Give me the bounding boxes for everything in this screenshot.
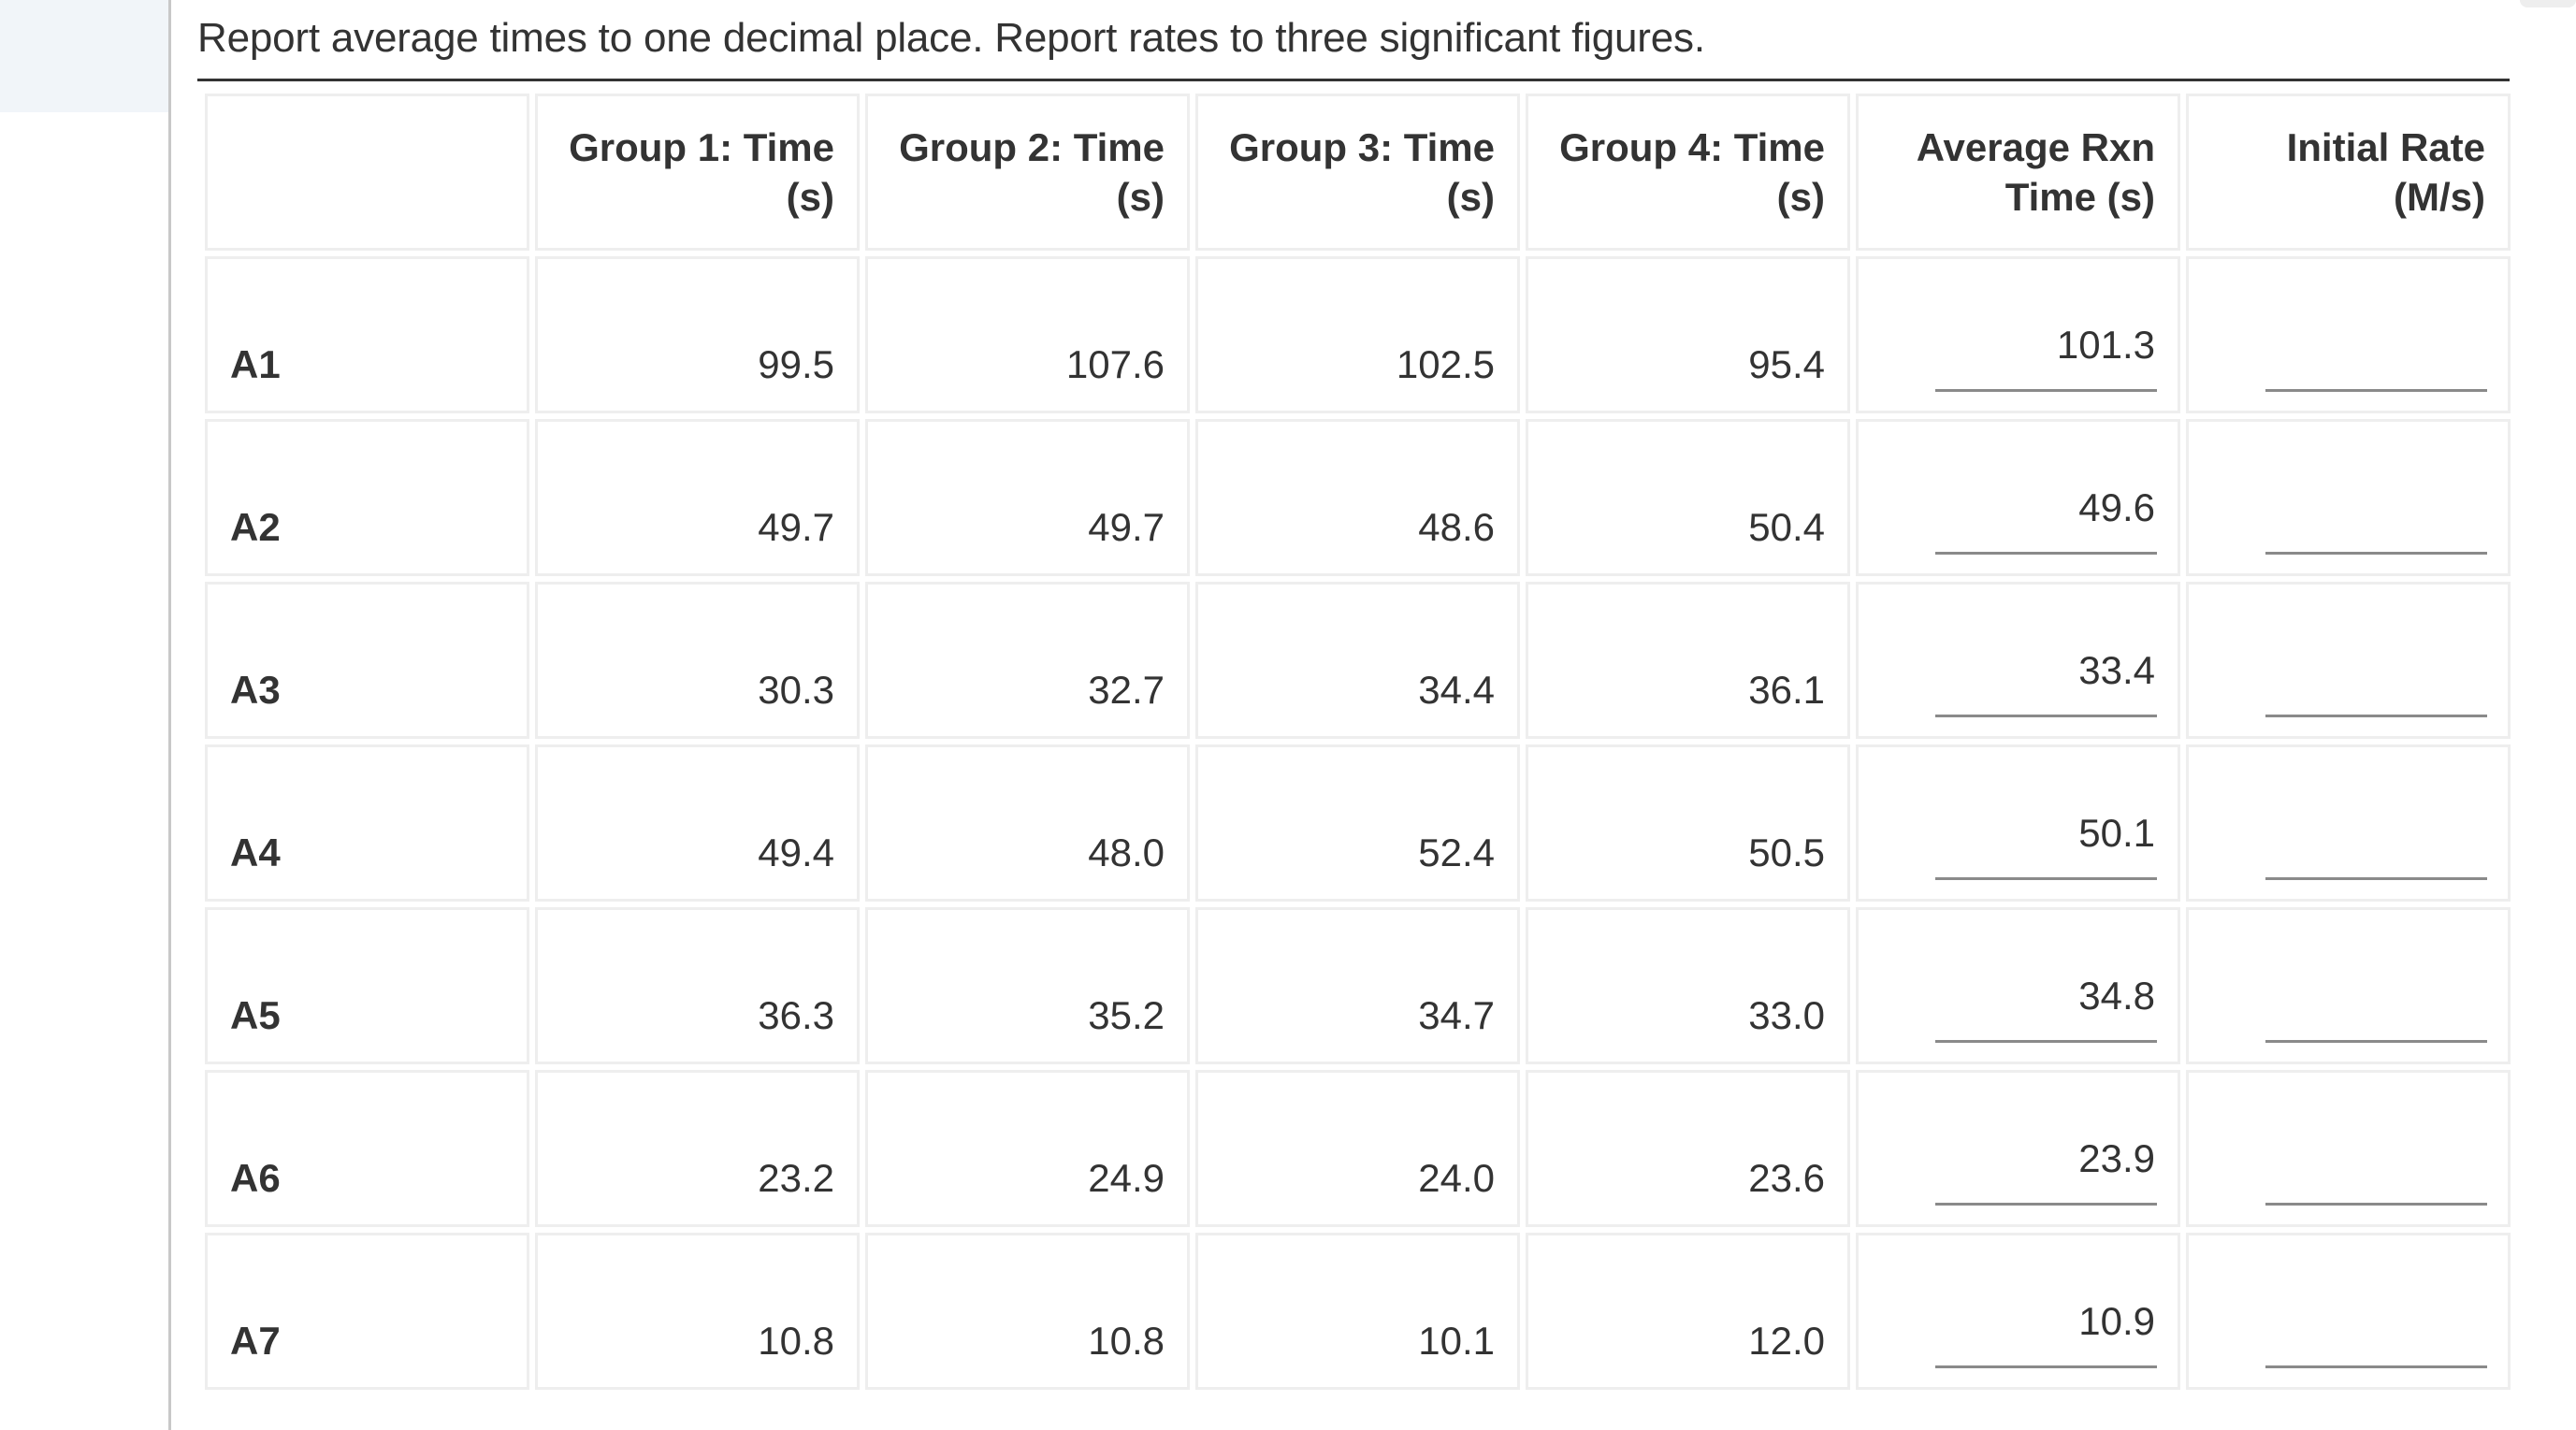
row-label: A6 (205, 1070, 529, 1227)
average-time-answer[interactable]: 50.1 (2078, 811, 2155, 855)
group-3-time-cell: 52.4 (1195, 744, 1520, 902)
group-2-time-cell: 10.8 (865, 1233, 1190, 1390)
average-time-cell: 101.3 (1856, 256, 2180, 413)
answer-underline (1935, 552, 2157, 555)
average-time-cell: 23.9 (1856, 1070, 2180, 1227)
table-row: A2 49.7 49.7 48.6 50.4 49.6 (205, 419, 2511, 576)
answer-underline (2265, 552, 2487, 555)
average-time-answer[interactable]: 23.9 (2078, 1136, 2155, 1180)
group-3-time-cell: 102.5 (1195, 256, 1520, 413)
header-group-4: Group 4: Time (s) (1526, 94, 1850, 251)
header-group-1: Group 1: Time (s) (535, 94, 860, 251)
initial-rate-cell (2186, 419, 2511, 576)
group-2-time-cell: 32.7 (865, 582, 1190, 739)
group-2-time-cell: 35.2 (865, 907, 1190, 1064)
group-4-time-cell: 50.5 (1526, 744, 1850, 902)
group-1-time-cell: 10.8 (535, 1233, 860, 1390)
row-label: A4 (205, 744, 529, 902)
average-time-cell: 49.6 (1856, 419, 2180, 576)
row-label: A3 (205, 582, 529, 739)
answer-underline (2265, 1365, 2487, 1368)
table-row: A1 99.5 107.6 102.5 95.4 101.3 (205, 256, 2511, 413)
answer-underline (1935, 1040, 2157, 1043)
group-4-time-cell: 23.6 (1526, 1070, 1850, 1227)
table-row: A4 49.4 48.0 52.4 50.5 50.1 (205, 744, 2511, 902)
answer-underline (1935, 715, 2157, 717)
answer-underline (2265, 1203, 2487, 1206)
group-4-time-cell: 95.4 (1526, 256, 1850, 413)
sidebar-panel (0, 0, 170, 112)
group-3-time-cell: 34.4 (1195, 582, 1520, 739)
answer-underline (1935, 877, 2157, 880)
group-1-time-cell: 49.4 (535, 744, 860, 902)
group-4-time-cell: 12.0 (1526, 1233, 1850, 1390)
header-blank (205, 94, 529, 251)
instructions-text: Report average times to one decimal plac… (197, 15, 1705, 61)
sidebar-divider (168, 0, 171, 1430)
answer-underline (2265, 389, 2487, 392)
group-1-time-cell: 99.5 (535, 256, 860, 413)
initial-rate-cell (2186, 744, 2511, 902)
group-1-time-cell: 49.7 (535, 419, 860, 576)
average-time-answer[interactable]: 10.9 (2078, 1299, 2155, 1343)
group-3-time-cell: 24.0 (1195, 1070, 1520, 1227)
answer-underline (2265, 877, 2487, 880)
group-3-time-cell: 34.7 (1195, 907, 1520, 1064)
group-2-time-cell: 48.0 (865, 744, 1190, 902)
table-row: A7 10.8 10.8 10.1 12.0 10.9 (205, 1233, 2511, 1390)
group-4-time-cell: 50.4 (1526, 419, 1850, 576)
group-1-time-cell: 36.3 (535, 907, 860, 1064)
initial-rate-cell (2186, 582, 2511, 739)
initial-rate-cell (2186, 907, 2511, 1064)
answer-underline (2265, 715, 2487, 717)
answer-underline (1935, 1365, 2157, 1368)
group-4-time-cell: 36.1 (1526, 582, 1850, 739)
average-time-answer[interactable]: 34.8 (2078, 974, 2155, 1018)
group-2-time-cell: 24.9 (865, 1070, 1190, 1227)
average-time-cell: 10.9 (1856, 1233, 2180, 1390)
header-average-time: Average Rxn Time (s) (1856, 94, 2180, 251)
group-1-time-cell: 30.3 (535, 582, 860, 739)
answer-underline (2265, 1040, 2487, 1043)
table-row: A5 36.3 35.2 34.7 33.0 34.8 (205, 907, 2511, 1064)
group-2-time-cell: 107.6 (865, 256, 1190, 413)
average-time-answer[interactable]: 101.3 (2056, 323, 2155, 367)
average-time-cell: 34.8 (1856, 907, 2180, 1064)
table-body: A1 99.5 107.6 102.5 95.4 101.3 A2 49.7 49.7 48.6 5… (205, 256, 2511, 1390)
average-time-cell: 50.1 (1856, 744, 2180, 902)
group-2-time-cell: 49.7 (865, 419, 1190, 576)
row-label: A1 (205, 256, 529, 413)
group-3-time-cell: 10.1 (1195, 1233, 1520, 1390)
table-header-row: Group 1: Time (s) Group 2: Time (s) Grou… (205, 94, 2511, 251)
initial-rate-cell (2186, 256, 2511, 413)
instructions-divider (197, 79, 2510, 81)
average-time-answer[interactable]: 49.6 (2078, 485, 2155, 529)
initial-rate-cell (2186, 1233, 2511, 1390)
row-label: A7 (205, 1233, 529, 1390)
group-1-time-cell: 23.2 (535, 1070, 860, 1227)
header-group-3: Group 3: Time (s) (1195, 94, 1520, 251)
table-row: A3 30.3 32.7 34.4 36.1 33.4 (205, 582, 2511, 739)
answer-underline (1935, 1203, 2157, 1206)
group-4-time-cell: 33.0 (1526, 907, 1850, 1064)
initial-rate-cell (2186, 1070, 2511, 1227)
row-label: A2 (205, 419, 529, 576)
results-table: Group 1: Time (s) Group 2: Time (s) Grou… (199, 88, 2516, 1395)
header-initial-rate: Initial Rate (M/s) (2186, 94, 2511, 251)
row-label: A5 (205, 907, 529, 1064)
scroll-shadow (2520, 0, 2576, 7)
answer-underline (1935, 389, 2157, 392)
average-time-answer[interactable]: 33.4 (2078, 648, 2155, 692)
table-row: A6 23.2 24.9 24.0 23.6 23.9 (205, 1070, 2511, 1227)
average-time-cell: 33.4 (1856, 582, 2180, 739)
group-3-time-cell: 48.6 (1195, 419, 1520, 576)
header-group-2: Group 2: Time (s) (865, 94, 1190, 251)
